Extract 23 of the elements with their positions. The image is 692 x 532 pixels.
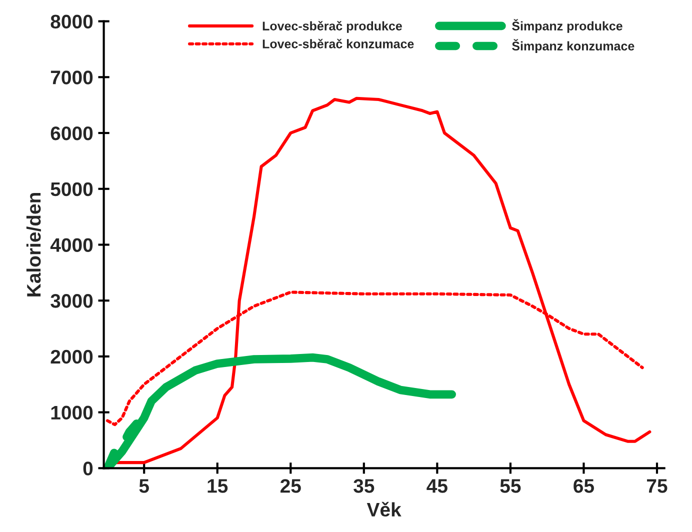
y-tick-label: 8000 xyxy=(50,14,93,29)
y-tick-label: 5000 xyxy=(50,182,93,196)
y-tick-label: 4000 xyxy=(50,238,93,252)
x-tick-label: 65 xyxy=(574,479,594,493)
x-tick-label: 35 xyxy=(354,479,374,493)
x-tick-label: 25 xyxy=(280,479,301,493)
x-axis-title: Věk xyxy=(366,502,402,517)
y-tick-label: 1000 xyxy=(51,406,93,420)
legend-label: Šimpanz konzumace xyxy=(512,39,634,53)
x-tick-label: 5 xyxy=(139,479,149,493)
y-tick-label: 3000 xyxy=(50,294,93,308)
legend-label: Lovec-sběrač konzumace xyxy=(262,38,414,48)
x-tick-label: 15 xyxy=(208,479,228,493)
y-tick-label: 6000 xyxy=(50,126,93,140)
y-tick-label: 7000 xyxy=(50,70,93,84)
y-tick-label: 2000 xyxy=(50,350,93,364)
x-tick-label: 55 xyxy=(500,479,521,493)
x-tick-label: 75 xyxy=(647,479,668,493)
x-tick-label: 45 xyxy=(426,479,448,493)
y-axis-title: Kalorie/den xyxy=(26,192,41,296)
y-tick-label: 0 xyxy=(83,462,93,476)
legend-label: Šimpanz produkce xyxy=(512,19,622,33)
legend-label: Lovec-sběrač produkce xyxy=(262,20,402,33)
